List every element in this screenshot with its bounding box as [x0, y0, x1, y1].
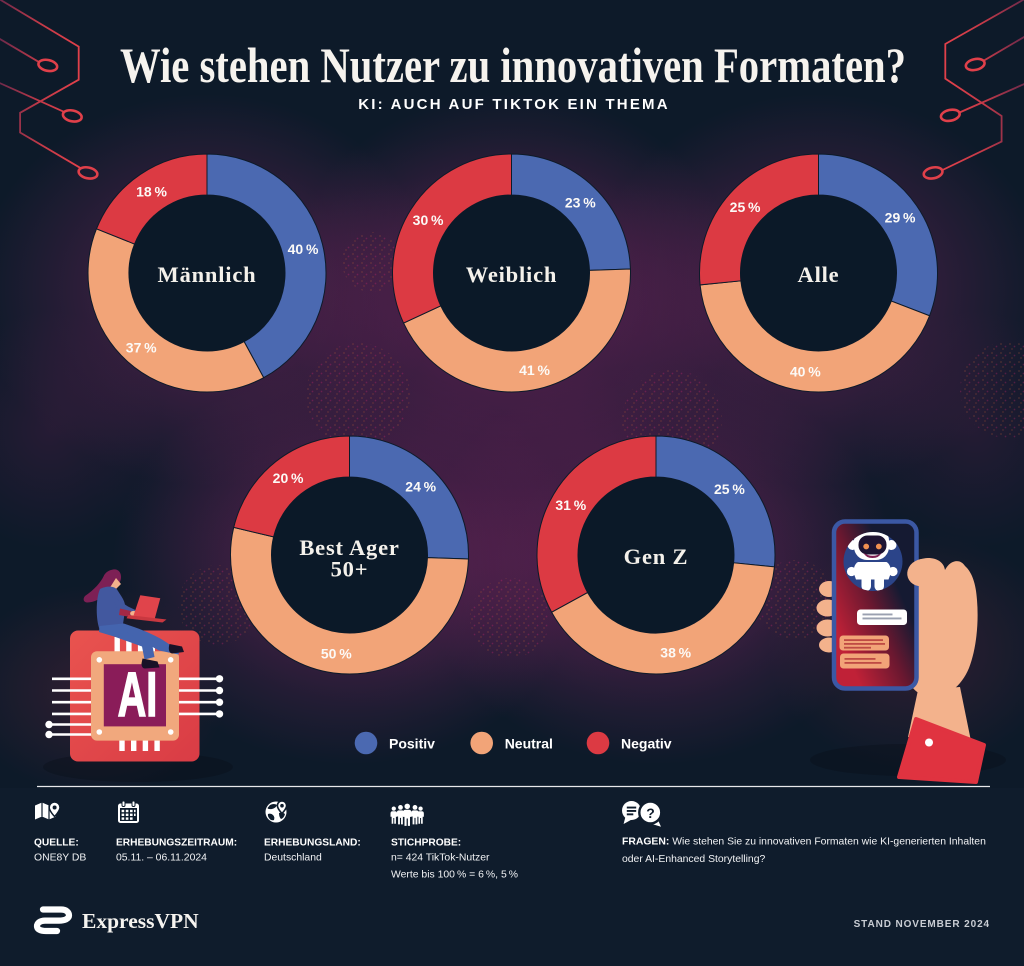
svg-text:Männlich: Männlich — [158, 262, 257, 287]
svg-text:FRAGEN: Wie stehen Sie zu inno: FRAGEN: Wie stehen Sie zu innovativen Fo… — [622, 837, 986, 848]
svg-text:41 %: 41 % — [519, 362, 550, 378]
svg-text:AI: AI — [118, 660, 158, 731]
svg-text:23 %: 23 % — [565, 194, 596, 210]
svg-text:KI: AUCH AUF TIKTOK EIN THEMA: KI: AUCH AUF TIKTOK EIN THEMA — [358, 96, 670, 113]
svg-text:29 %: 29 % — [885, 210, 916, 226]
svg-text:40 %: 40 % — [790, 364, 821, 380]
svg-text:STICHPROBE:: STICHPROBE: — [391, 838, 461, 849]
svg-text:Positiv: Positiv — [389, 736, 435, 752]
svg-text:ExpressVPN: ExpressVPN — [82, 909, 199, 933]
svg-text:50 %: 50 % — [321, 646, 352, 662]
svg-text:Best Ager: Best Ager — [299, 535, 399, 560]
svg-text:Weiblich: Weiblich — [466, 262, 557, 287]
svg-text:Wie stehen Nutzer zu innovativ: Wie stehen Nutzer zu innovativen Formate… — [120, 38, 906, 93]
svg-text:50+: 50+ — [331, 557, 369, 582]
svg-text:QUELLE:: QUELLE: — [34, 838, 79, 849]
svg-text:Deutschland: Deutschland — [264, 853, 322, 864]
svg-text:?: ? — [646, 805, 655, 821]
svg-text:24 %: 24 % — [405, 479, 436, 495]
svg-text:18 %: 18 % — [136, 184, 167, 200]
svg-text:Werte bis 100 % = 6 %, 5 %: Werte bis 100 % = 6 %, 5 % — [391, 870, 518, 881]
svg-text:n= 424 TikTok-Nutzer: n= 424 TikTok-Nutzer — [391, 853, 490, 864]
svg-text:ERHEBUNGSLAND:: ERHEBUNGSLAND: — [264, 838, 361, 849]
svg-text:STAND NOVEMBER 2024: STAND NOVEMBER 2024 — [854, 919, 990, 930]
svg-text:20 %: 20 % — [273, 470, 304, 486]
svg-text:37 %: 37 % — [126, 339, 157, 355]
svg-text:38 %: 38 % — [660, 645, 691, 661]
svg-text:25 %: 25 % — [730, 199, 761, 215]
svg-text:ONE8Y DB: ONE8Y DB — [34, 853, 86, 864]
svg-text:oder AI-Enhanced Storytelling?: oder AI-Enhanced Storytelling? — [622, 854, 765, 865]
svg-text:05.11. – 06.11.2024: 05.11. – 06.11.2024 — [116, 853, 207, 864]
svg-text:40 %: 40 % — [288, 241, 319, 257]
svg-text:Alle: Alle — [798, 262, 840, 287]
svg-text:Negativ: Negativ — [621, 736, 672, 752]
svg-text:Neutral: Neutral — [505, 736, 553, 752]
svg-text:Gen Z: Gen Z — [624, 544, 689, 569]
svg-text:25 %: 25 % — [714, 481, 745, 497]
svg-text:31 %: 31 % — [555, 497, 586, 513]
svg-text:ERHEBUNGSZEITRAUM:: ERHEBUNGSZEITRAUM: — [116, 838, 237, 849]
svg-text:30 %: 30 % — [413, 212, 444, 228]
